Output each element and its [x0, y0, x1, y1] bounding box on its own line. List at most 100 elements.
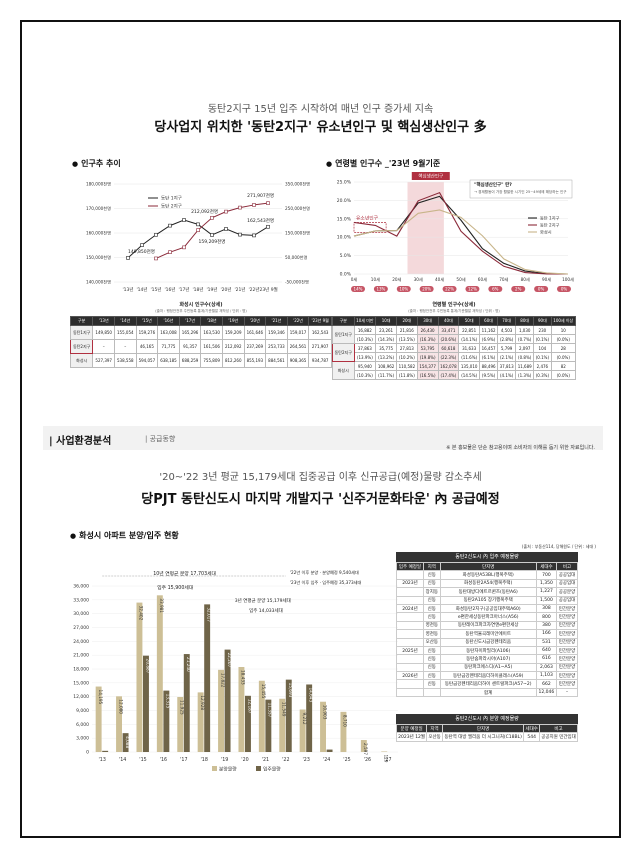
- age-pct-cell: (0.3%): [533, 370, 552, 380]
- supply-bar: [245, 695, 251, 752]
- age-pct-cell: (9.5%): [479, 370, 499, 380]
- pop-cell: 165,296: [178, 325, 202, 340]
- plan-table: 동탄2신도시 內 분양 예정물량 분양 예정일 지역 단지명 세대수 비고 2023년 1…: [395, 714, 579, 742]
- supply-bar-label: 8,710: [343, 715, 348, 727]
- age-pct-cell: (0.0%): [550, 370, 577, 380]
- table-row: 2023년 신동 화성동탄2A54(행복주택) 1,350 공공임대: [396, 578, 579, 589]
- age-pct-cell: (10.2%): [395, 352, 418, 362]
- supply-bar-label: 12,080: [118, 699, 123, 714]
- age-x-tick: 70세: [499, 276, 508, 283]
- supply-cell: 장지동: [423, 587, 441, 597]
- pop-cell: 155,054: [113, 325, 137, 340]
- mid-subtitle: '20~'22 3년 평균 15,179세대 집중공급 이후 신규공급(예정)물…: [159, 472, 482, 483]
- pop-point: [182, 245, 186, 250]
- age-series-line: [353, 209, 569, 275]
- supply-cell: [396, 637, 424, 647]
- pop-cell: 264,561: [286, 339, 310, 354]
- age-pct-cell: (0.0%): [550, 334, 577, 344]
- table-row: 화성시 527,397 538,558 594,057 638,185 688,259 75…: [69, 353, 332, 368]
- pop-table-header: '14년: [113, 316, 137, 326]
- supply-x-tick: '15: [139, 757, 146, 763]
- supply-bar-label: 528: [329, 753, 334, 761]
- age-y-tick: 20.0%: [337, 198, 352, 204]
- pop-point: [210, 215, 214, 220]
- age-pct-cell: (17.4%): [437, 370, 460, 380]
- age-population-chart: 25.0% 20.0% 15.0% 10.0% 5.0% 0.0%0세 10세 20세 30세 4…: [337, 172, 574, 292]
- supply-y-tick: 33,000: [73, 597, 89, 603]
- age-cell: 95,940: [353, 361, 377, 371]
- age-x-tick: 50세: [456, 276, 465, 283]
- age-table-header: 30대: [416, 316, 439, 326]
- supply-cell: 1,500: [535, 595, 557, 605]
- pop-cell: 538,558: [113, 353, 137, 368]
- age-cell: 27,813: [395, 343, 418, 353]
- age-series-line: [353, 195, 569, 275]
- age-cell: 162,078: [437, 361, 460, 371]
- supply-cell: 700: [535, 570, 557, 580]
- supply-annotation: 입주 14,033세대: [249, 607, 283, 614]
- age-cell: 88,496: [479, 361, 499, 371]
- supply-chart: 36,000 33,000 30,000 27,000 24,000 21,000 18,0…: [73, 569, 398, 773]
- supply-cell: 동탄역 대방 엘리움 더 시그니처(C18BL): [441, 732, 525, 742]
- pop-cell: –: [113, 339, 137, 354]
- supply-cell: 2024년: [396, 603, 424, 614]
- age-legend-label: 화성시: [540, 229, 552, 236]
- age-pct-cell: (14.5%): [458, 370, 481, 380]
- pop-cell: 163,530: [200, 325, 223, 340]
- age-pct-cell: (19.8%): [416, 352, 439, 362]
- pop-cell: 271,907: [308, 339, 332, 354]
- pop-x-tick: '15년: [150, 286, 161, 293]
- pop-point: [196, 228, 200, 232]
- supply-bar: [156, 595, 163, 752]
- pop-left-tick: 170,000천명: [86, 205, 111, 211]
- supply-header: 분양 예정일: [395, 723, 428, 734]
- supply-cell: [396, 629, 424, 639]
- pop-x-tick: '18년: [192, 286, 203, 293]
- age-table-header: 50대: [458, 316, 481, 326]
- supply-y-tick: 15,000: [73, 680, 89, 686]
- pop-x-tick: '21년: [234, 286, 245, 293]
- age-pct-cell: (0.8%): [515, 352, 535, 362]
- supply-y-tick: 27,000: [73, 625, 89, 631]
- supply-cell: 공공지원 민간임대: [538, 732, 579, 742]
- table-row: 장지동 동탄대방디에트르퀸즈(동탄A6) 1,227 공공분양: [396, 587, 579, 597]
- core-callout-tag: [411, 172, 450, 180]
- age-cell: 2,097: [515, 343, 535, 353]
- supply-cell: 1,227: [535, 587, 557, 597]
- age-y-tick: 10.0%: [337, 235, 352, 241]
- supply-cell: 662: [535, 679, 557, 689]
- supply-cell: 공공분양: [555, 587, 579, 597]
- band-note: ※ 본 홍보물은 단순 참고용이며 소비자의 이해를 돕기 위한 자료입니다.: [446, 445, 595, 451]
- pop-point: [252, 233, 256, 238]
- supply-header: 단지명: [441, 723, 525, 734]
- pop-table-header: '16년: [157, 316, 180, 326]
- supply-cell: 동탄대방디에트르퀸즈(동탄A6): [439, 587, 537, 597]
- age-percent-label: 22%: [445, 287, 454, 292]
- supply-cell: 공공임대: [555, 570, 579, 580]
- age-x-tick: 40세: [435, 276, 444, 283]
- age-percent-pill: [534, 286, 549, 292]
- supply-y-tick: 21,000: [73, 653, 89, 659]
- supply-cell: [396, 654, 424, 664]
- age-pct-cell: (0.0%): [550, 352, 577, 362]
- age-legend-label: 동탄 1지구: [540, 215, 560, 222]
- supply-y-tick: 24,000: [73, 639, 89, 645]
- supply-bar-label: 17,822: [220, 673, 225, 688]
- table-row: 신동 e편한세상동탄파크아너스(A56) 800 민간분양: [396, 612, 579, 622]
- pop-point: [224, 227, 228, 231]
- supply-x-tick: '17: [180, 757, 187, 763]
- supply-cell: 오산동: [423, 637, 441, 647]
- pop-cell: 908,365: [286, 353, 310, 368]
- age-table-note: (출처 : 행정안전부 주민등록 통계/기준월말 재작성 / 단위 : 명): [408, 309, 500, 313]
- table-row: (10.3%) (11.7%) (11.8%) (16.5%) (17.4%) (14.5…: [333, 370, 577, 380]
- age-pct-cell: (0.1%): [533, 352, 552, 362]
- supply-cell: 12,046: [535, 687, 557, 698]
- supply-bar-label: 255: [104, 754, 109, 762]
- age-percent-label: 6%: [492, 287, 499, 292]
- pop-table-header: '20년: [243, 316, 267, 326]
- pop-x-tick: '19년: [206, 286, 217, 293]
- pop-cell: 161,646: [243, 325, 267, 340]
- supply-x-tick: '14: [119, 757, 126, 763]
- age-percent-pill: [465, 286, 480, 292]
- age-x-tick: 10세: [371, 276, 380, 283]
